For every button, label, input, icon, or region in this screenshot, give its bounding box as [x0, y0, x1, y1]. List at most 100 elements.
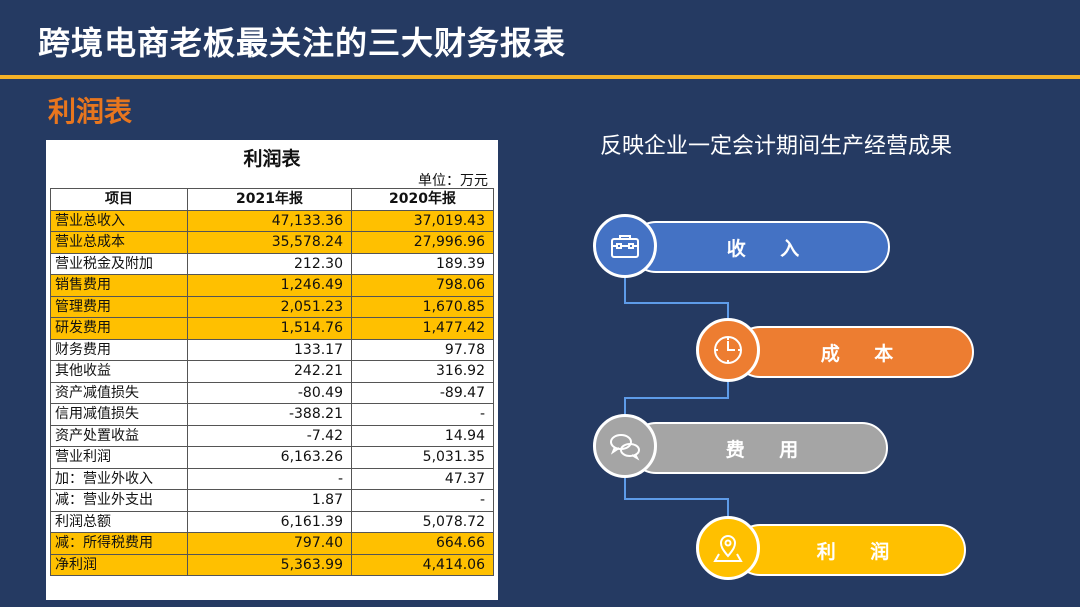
row-2021-cell: 35,578.24: [187, 231, 352, 254]
connector-line: [624, 302, 728, 304]
table-row: 利润总额 6,161.39 5,078.72: [50, 510, 494, 533]
connector-line: [727, 498, 729, 518]
page-title: 跨境电商老板最关注的三大财务报表: [38, 24, 567, 62]
row-2020-cell: 316.92: [351, 360, 494, 383]
row-2021-cell: 5,363.99: [187, 553, 352, 576]
row-label-cell: 管理费用: [50, 295, 188, 318]
row-2021-cell: -7.42: [187, 424, 352, 447]
row-2021-cell: 212.30: [187, 252, 352, 275]
table-row: 营业利润 6,163.26 5,031.35: [50, 446, 494, 469]
header-item: 项目: [50, 188, 188, 211]
row-2021-cell: 6,163.26: [187, 446, 352, 469]
row-2020-cell: 1,477.42: [351, 317, 494, 340]
table-row: 信用减值损失 -388.21-: [50, 403, 494, 426]
row-2020-cell: -89.47: [351, 381, 494, 404]
table-row: 销售费用 1,246.49 798.06: [50, 274, 494, 297]
connector-line: [624, 397, 626, 414]
connector-line: [624, 276, 626, 304]
table-row: 营业总成本 35,578.24 27,996.96: [50, 231, 494, 254]
row-2020-cell: 5,031.35: [351, 446, 494, 469]
table-row: 研发费用 1,514.76 1,477.42: [50, 317, 494, 340]
row-2020-cell: 189.39: [351, 252, 494, 275]
connector-line: [727, 382, 729, 399]
title-divider: [0, 75, 1080, 79]
step-expense-pill: 费 用: [630, 422, 888, 474]
table-row: 管理费用 2,051.23 1,670.85: [50, 295, 494, 318]
header-2020: 2020年报: [351, 188, 494, 211]
row-2021-cell: 797.40: [187, 532, 352, 555]
header-2021: 2021年报: [187, 188, 352, 211]
sheet-title: 利润表: [243, 148, 301, 170]
step-profit-circle: [696, 516, 760, 580]
step-expense-label: 费 用: [725, 438, 813, 461]
row-label-cell: 加：营业外收入: [50, 467, 188, 490]
row-label-cell: 信用减值损失: [50, 403, 188, 426]
row-2020-cell: 97.78: [351, 338, 494, 361]
row-2021-cell: 6,161.39: [187, 510, 352, 533]
income-statement-sheet: 利润表 单位：万元 项目 2021年报 2020年报 营业总收入 47,133.3…: [46, 140, 498, 600]
briefcase-icon: [611, 235, 639, 258]
table-row: 其他收益 242.21 316.92: [50, 360, 494, 383]
row-2020-cell: 14.94: [351, 424, 494, 447]
row-label-cell: 销售费用: [50, 274, 188, 297]
row-2021-cell: 47,133.36: [187, 209, 352, 232]
row-label-cell: 减：所得税费用: [50, 532, 188, 555]
row-2021-cell: -: [187, 467, 352, 490]
clock-icon: [714, 336, 742, 364]
title-bar: 跨境电商老板最关注的三大财务报表: [0, 0, 1080, 76]
row-label-cell: 资产处置收益: [50, 424, 188, 447]
sheet-unit: 单位：万元: [418, 173, 488, 189]
row-label-cell: 减：营业外支出: [50, 489, 188, 512]
connector-line: [624, 478, 626, 500]
row-label-cell: 营业总收入: [50, 209, 188, 232]
table-row: 财务费用 133.17 97.78: [50, 338, 494, 361]
row-2021-cell: 133.17: [187, 338, 352, 361]
row-2021-cell: 1,246.49: [187, 274, 352, 297]
table-row: 减：所得税费用 797.40 664.66: [50, 532, 494, 555]
step-income-pill: 收 入: [630, 221, 890, 273]
step-profit-pill: 利 润: [734, 524, 966, 576]
step-cost-pill: 成 本: [734, 326, 974, 378]
row-2021-cell: 1,514.76: [187, 317, 352, 340]
row-label-cell: 研发费用: [50, 317, 188, 340]
step-expense-circle: [593, 414, 657, 478]
row-2020-cell: 664.66: [351, 532, 494, 555]
section-title: 利润表: [48, 95, 133, 128]
row-2020-cell: 5,078.72: [351, 510, 494, 533]
row-2021-cell: -388.21: [187, 403, 352, 426]
row-2021-cell: 2,051.23: [187, 295, 352, 318]
row-label-cell: 其他收益: [50, 360, 188, 383]
diagram-subtitle: 反映企业一定会计期间生产经营成果: [600, 134, 953, 159]
row-2020-cell: 798.06: [351, 274, 494, 297]
table-header-row: 项目 2021年报 2020年报: [50, 188, 494, 211]
table-row: 资产处置收益 -7.42 14.94: [50, 424, 494, 447]
table-row: 营业税金及附加 212.30 189.39: [50, 252, 494, 275]
table-row: 净利润 5,363.99 4,414.06: [50, 553, 494, 576]
table-body: 营业总收入 47,133.36 37,019.43 营业总成本 35,578.24 27,…: [50, 209, 494, 576]
row-2020-cell: 1,670.85: [351, 295, 494, 318]
row-label-cell: 营业税金及附加: [50, 252, 188, 275]
map-pin-icon: [713, 535, 743, 562]
row-2020-cell: 47.37: [351, 467, 494, 490]
step-cost-circle: [696, 318, 760, 382]
row-2020-cell: -: [351, 489, 494, 512]
row-2020-cell: -: [351, 403, 494, 426]
connector-line: [624, 397, 728, 399]
row-label-cell: 营业利润: [50, 446, 188, 469]
row-2021-cell: 242.21: [187, 360, 352, 383]
row-2020-cell: 37,019.43: [351, 209, 494, 232]
row-2021-cell: -80.49: [187, 381, 352, 404]
step-income-label: 收 入: [726, 237, 814, 260]
row-label-cell: 利润总额: [50, 510, 188, 533]
connector-line: [727, 302, 729, 318]
table-row: 资产减值损失 -80.49 -89.47: [50, 381, 494, 404]
row-2020-cell: 27,996.96: [351, 231, 494, 254]
row-2021-cell: 1.87: [187, 489, 352, 512]
row-label-cell: 营业总成本: [50, 231, 188, 254]
table-row: 减：营业外支出 1.87-: [50, 489, 494, 512]
table-row: 营业总收入 47,133.36 37,019.43: [50, 209, 494, 232]
chat-bubbles-icon: [610, 434, 640, 461]
row-label-cell: 资产减值损失: [50, 381, 188, 404]
income-statement-table: 项目 2021年报 2020年报 营业总收入 47,133.36 37,019.43…: [50, 188, 494, 576]
row-2020-cell: 4,414.06: [351, 553, 494, 576]
